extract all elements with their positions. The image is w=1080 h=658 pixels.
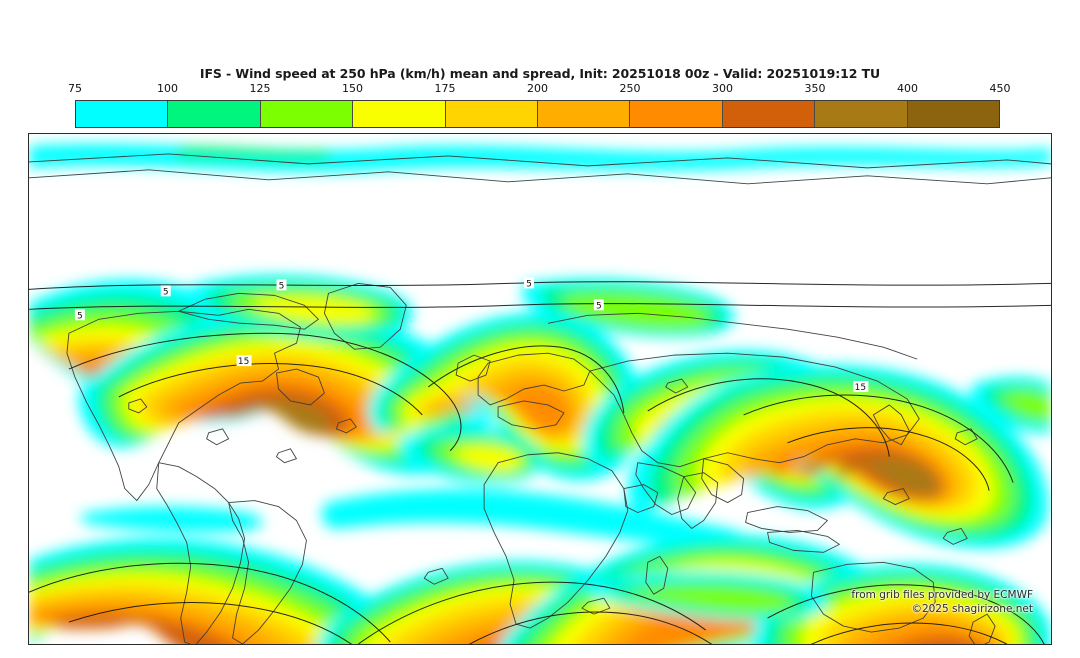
svg-text:5: 5 bbox=[526, 279, 532, 289]
colorbar-tick-350: 350 bbox=[804, 82, 826, 95]
colorbar-tick-300: 300 bbox=[712, 82, 733, 95]
colorbar-band-350-400 bbox=[815, 101, 908, 127]
windspeed-filled-contours bbox=[29, 143, 1051, 644]
colorbar-band-125-150 bbox=[260, 101, 354, 127]
svg-text:5: 5 bbox=[77, 311, 83, 321]
colorbar-band-400-450 bbox=[907, 101, 1000, 127]
colorbar-tick-450: 450 bbox=[989, 82, 1011, 95]
page-title: IFS - Wind speed at 250 hPa (km/h) mean … bbox=[199, 66, 881, 81]
spread-contours bbox=[29, 281, 1051, 644]
colorbar-band-75-100 bbox=[76, 101, 169, 127]
colorbar-band-300-350 bbox=[722, 101, 816, 127]
colorbar-band-175-200 bbox=[445, 101, 539, 127]
colorbar-tick-100: 100 bbox=[157, 82, 178, 95]
colorbar-band-250-300 bbox=[630, 101, 723, 127]
colorbar-band-100-125 bbox=[168, 101, 261, 127]
colorbar-bands bbox=[75, 100, 1000, 128]
colorbar-tick-75: 75 bbox=[68, 82, 82, 95]
colorbar-tick-125: 125 bbox=[249, 82, 271, 95]
svg-text:5: 5 bbox=[596, 301, 602, 311]
colorbar-tick-175: 175 bbox=[434, 82, 456, 95]
coastlines bbox=[29, 153, 1051, 644]
svg-text:15: 15 bbox=[855, 383, 866, 393]
map-svg: 15 15 15 15 5 5 5 5 5 5 5 5 bbox=[29, 134, 1051, 644]
svg-text:5: 5 bbox=[279, 281, 285, 291]
colorbar-band-150-175 bbox=[353, 101, 446, 127]
colorbar: 75 100 125 150 175 200 250 300 350 400 450 bbox=[68, 82, 1011, 128]
svg-text:15: 15 bbox=[238, 357, 249, 367]
colorbar-tick-400: 400 bbox=[897, 82, 918, 95]
spread-contour-labels: 15 15 15 15 5 5 5 5 5 5 5 5 bbox=[74, 277, 869, 393]
colorbar-tick-250: 250 bbox=[619, 82, 641, 95]
svg-text:5: 5 bbox=[163, 287, 169, 297]
colorbar-band-200-250 bbox=[538, 101, 631, 127]
map-canvas[interactable]: 15 15 15 15 5 5 5 5 5 5 5 5 from grib fi… bbox=[28, 133, 1052, 645]
colorbar-tick-200: 200 bbox=[527, 82, 548, 95]
colorbar-tick-150: 150 bbox=[342, 82, 363, 95]
colorbar-tick-labels: 75 100 125 150 175 200 250 300 350 400 450 bbox=[68, 82, 1011, 98]
